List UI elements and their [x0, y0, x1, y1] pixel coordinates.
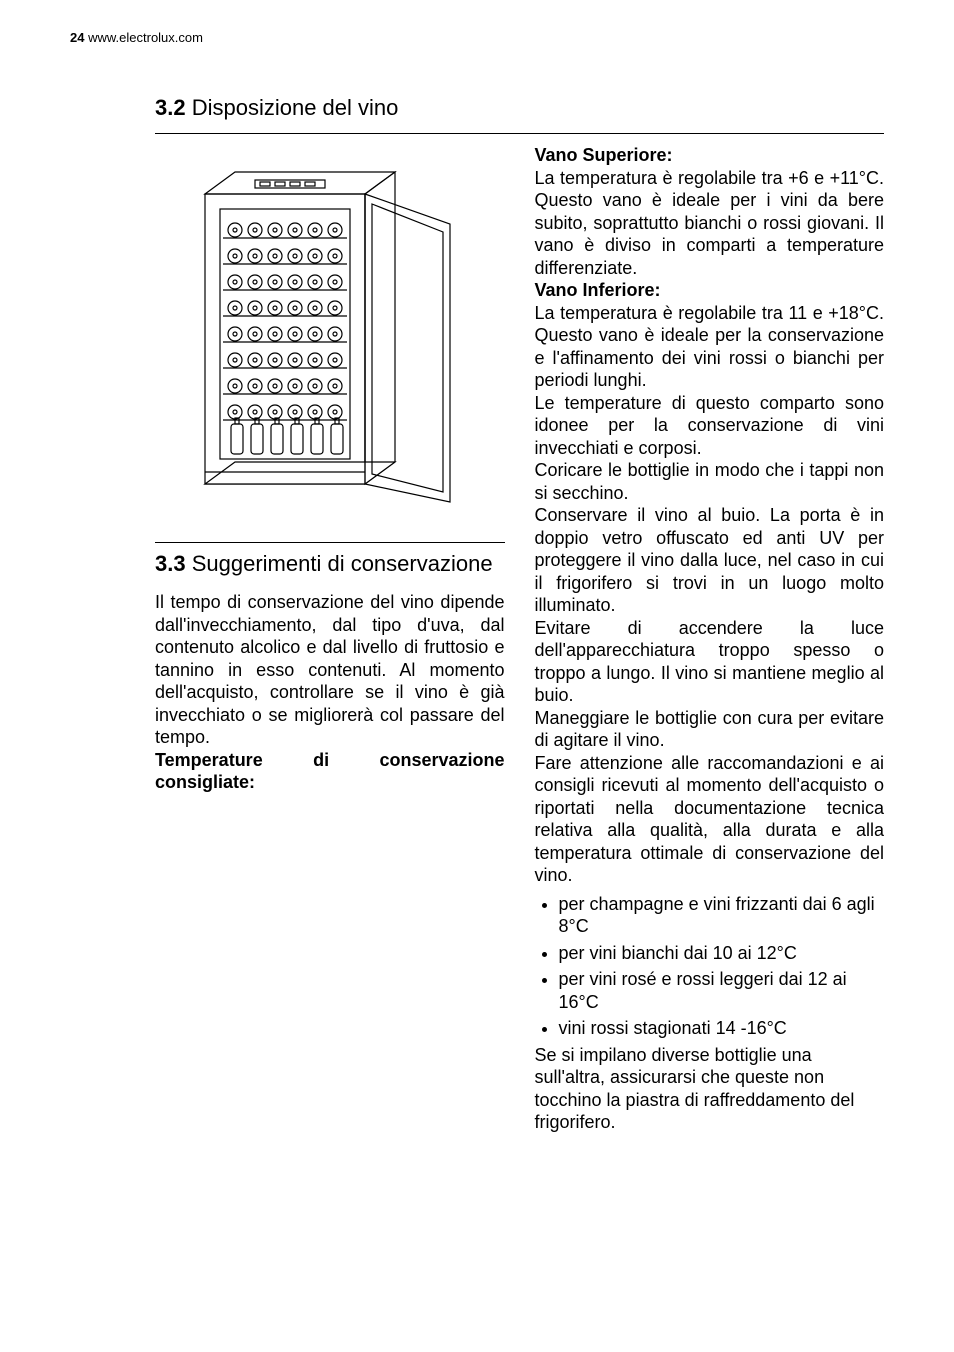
- s33-temps-label: Temperature di conservazione consigliate…: [155, 749, 505, 794]
- s32-right-body: Vano Superiore: La temperatura è regolab…: [535, 144, 885, 887]
- section-3-3-left: 3.3 Suggerimenti di conservazione Il tem…: [155, 542, 505, 794]
- list-item: per vini rosé e rossi leggeri dai 12 ai …: [559, 968, 885, 1013]
- s33-intro: Il tempo di conservazione del vino dipen…: [155, 591, 505, 749]
- section-title: Suggerimenti di conservazione: [192, 551, 493, 576]
- s32-p3: Conservare il vino al buio. La porta è i…: [535, 505, 885, 615]
- s33-closing: Se si impilano diverse bottiglie una sul…: [535, 1044, 885, 1134]
- s32-p6: Fare attenzione alle raccomandazioni e a…: [535, 753, 885, 886]
- list-item: per vini bianchi dai 10 ai 12°C: [559, 942, 885, 965]
- section-number: 3.3: [155, 551, 186, 576]
- section-title: Disposizione del vino: [192, 95, 399, 120]
- section-3-3-heading: 3.3 Suggerimenti di conservazione: [155, 551, 505, 577]
- s32-p1: Le temperature di questo comparto sono i…: [535, 393, 885, 458]
- wine-cooler-figure: [155, 144, 475, 524]
- s32-p5: Maneggiare le bottiglie con cura per evi…: [535, 708, 885, 751]
- section-3-2-columns: 3.3 Suggerimenti di conservazione Il tem…: [155, 144, 884, 1134]
- vano-sup-label: Vano Superiore:: [535, 145, 673, 165]
- column-left: 3.3 Suggerimenti di conservazione Il tem…: [155, 144, 505, 1134]
- s33-bullets: per champagne e vini frizzanti dai 6 agl…: [535, 893, 885, 1040]
- vano-sup-text: La temperatura è regolabile tra +6 e +11…: [535, 168, 885, 278]
- page-number: 24: [70, 30, 84, 45]
- list-item: per champagne e vini frizzanti dai 6 agl…: [559, 893, 885, 938]
- page-header: 24 www.electrolux.com: [70, 30, 884, 45]
- site-url: www.electrolux.com: [88, 30, 203, 45]
- column-right: Vano Superiore: La temperatura è regolab…: [535, 144, 885, 1134]
- divider: [155, 133, 884, 134]
- vano-inf-label: Vano Inferiore:: [535, 280, 661, 300]
- section-number: 3.2: [155, 95, 186, 120]
- s32-p4: Evitare di accendere la luce dell'appare…: [535, 618, 885, 706]
- s32-p2: Coricare le bottiglie in modo che i tapp…: [535, 460, 885, 503]
- vano-inf-text: La temperatura è regolabile tra 11 e +18…: [535, 303, 885, 391]
- list-item: vini rossi stagionati 14 -16°C: [559, 1017, 885, 1040]
- section-3-2-heading: 3.2 Disposizione del vino: [155, 95, 884, 121]
